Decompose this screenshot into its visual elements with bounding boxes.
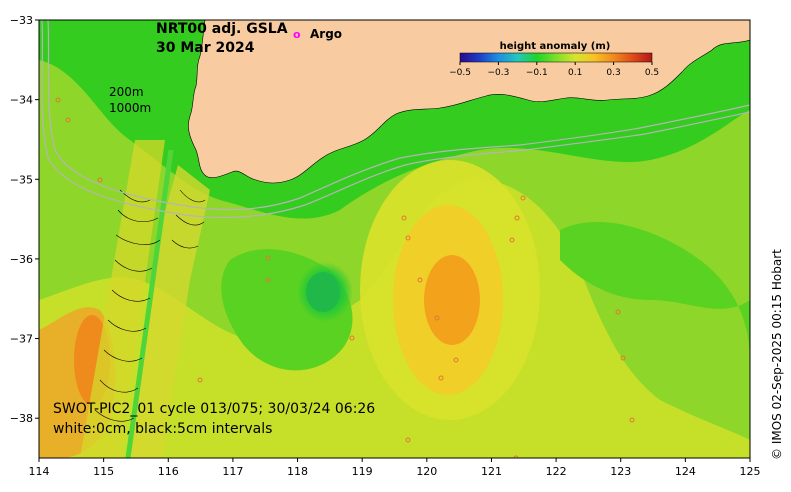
y-tick-label: −38 xyxy=(10,412,33,425)
imos-credit: © IMOS 02-Sep-2025 00:15 Hobart xyxy=(770,249,784,460)
x-tick-label: 117 xyxy=(222,465,243,478)
colorbar-tick-label: −0.1 xyxy=(526,68,548,78)
y-tick-label: −34 xyxy=(10,94,33,107)
argo-markers xyxy=(55,97,635,458)
isobath-key-1000m: 1000m xyxy=(109,101,151,115)
plot-area xyxy=(39,20,750,458)
x-tick-label: 115 xyxy=(93,465,114,478)
x-tick-label: 120 xyxy=(416,465,437,478)
colorbar: height anomaly (m) −0.5 −0.3 −0.1 0.1 0.3 0.5 xyxy=(449,41,659,78)
swot-nadir-gap xyxy=(125,149,174,458)
colorbar-tick-label: −0.3 xyxy=(487,68,509,78)
x-axis: 114 115 116 117 118 119 120 121 122 123 124 125 xyxy=(29,458,761,478)
swot-swath-west xyxy=(80,140,165,458)
cold-eddy-core xyxy=(306,272,340,312)
x-tick-label: 124 xyxy=(675,465,696,478)
x-tick-label: 121 xyxy=(481,465,502,478)
swot-caption-line2: white:0cm, black:5cm intervals xyxy=(53,421,272,437)
isobath-key-200m: 200m xyxy=(109,85,144,99)
swot-contours xyxy=(94,189,206,422)
y-axis: −33 −34 −35 −36 −37 −38 xyxy=(10,14,39,425)
colorbar-tick-label: 0.3 xyxy=(606,68,620,78)
isobath-200m xyxy=(47,20,750,211)
plot-frame xyxy=(38,19,751,459)
x-tick-label: 125 xyxy=(740,465,761,478)
x-tick-label: 119 xyxy=(352,465,373,478)
warm-eddy-core xyxy=(424,255,480,345)
x-tick-label: 122 xyxy=(546,465,567,478)
swot-caption-line1: SWOT-PIC2_01 cycle 013/075; 30/03/24 06:… xyxy=(53,401,375,417)
x-tick-label: 114 xyxy=(29,465,50,478)
swot-swath-east xyxy=(130,165,210,458)
x-tick-label: 118 xyxy=(287,465,308,478)
colorbar-tick-label: 0.1 xyxy=(568,68,582,78)
y-tick-label: −35 xyxy=(10,173,33,186)
colorbar-bar xyxy=(459,52,653,63)
y-tick-label: −37 xyxy=(10,333,33,346)
colorbar-ticks: −0.5 −0.3 −0.1 0.1 0.3 0.5 xyxy=(449,62,659,78)
map-title-date: 30 Mar 2024 xyxy=(156,40,255,56)
y-tick-label: −33 xyxy=(10,14,33,27)
colorbar-tick-label: 0.5 xyxy=(645,68,659,78)
x-tick-label: 123 xyxy=(610,465,631,478)
colorbar-title: height anomaly (m) xyxy=(500,41,611,52)
x-tick-label: 116 xyxy=(158,465,179,478)
map-title-product: NRT00 adj. GSLA xyxy=(156,21,288,37)
anomaly-zone-green-east xyxy=(560,221,750,360)
argo-legend-label: Argo xyxy=(310,27,342,41)
argo-legend-marker: o xyxy=(293,28,301,41)
isobath-1000m xyxy=(41,20,750,219)
y-tick-label: −36 xyxy=(10,253,33,266)
colorbar-tick-label: −0.5 xyxy=(449,68,471,78)
